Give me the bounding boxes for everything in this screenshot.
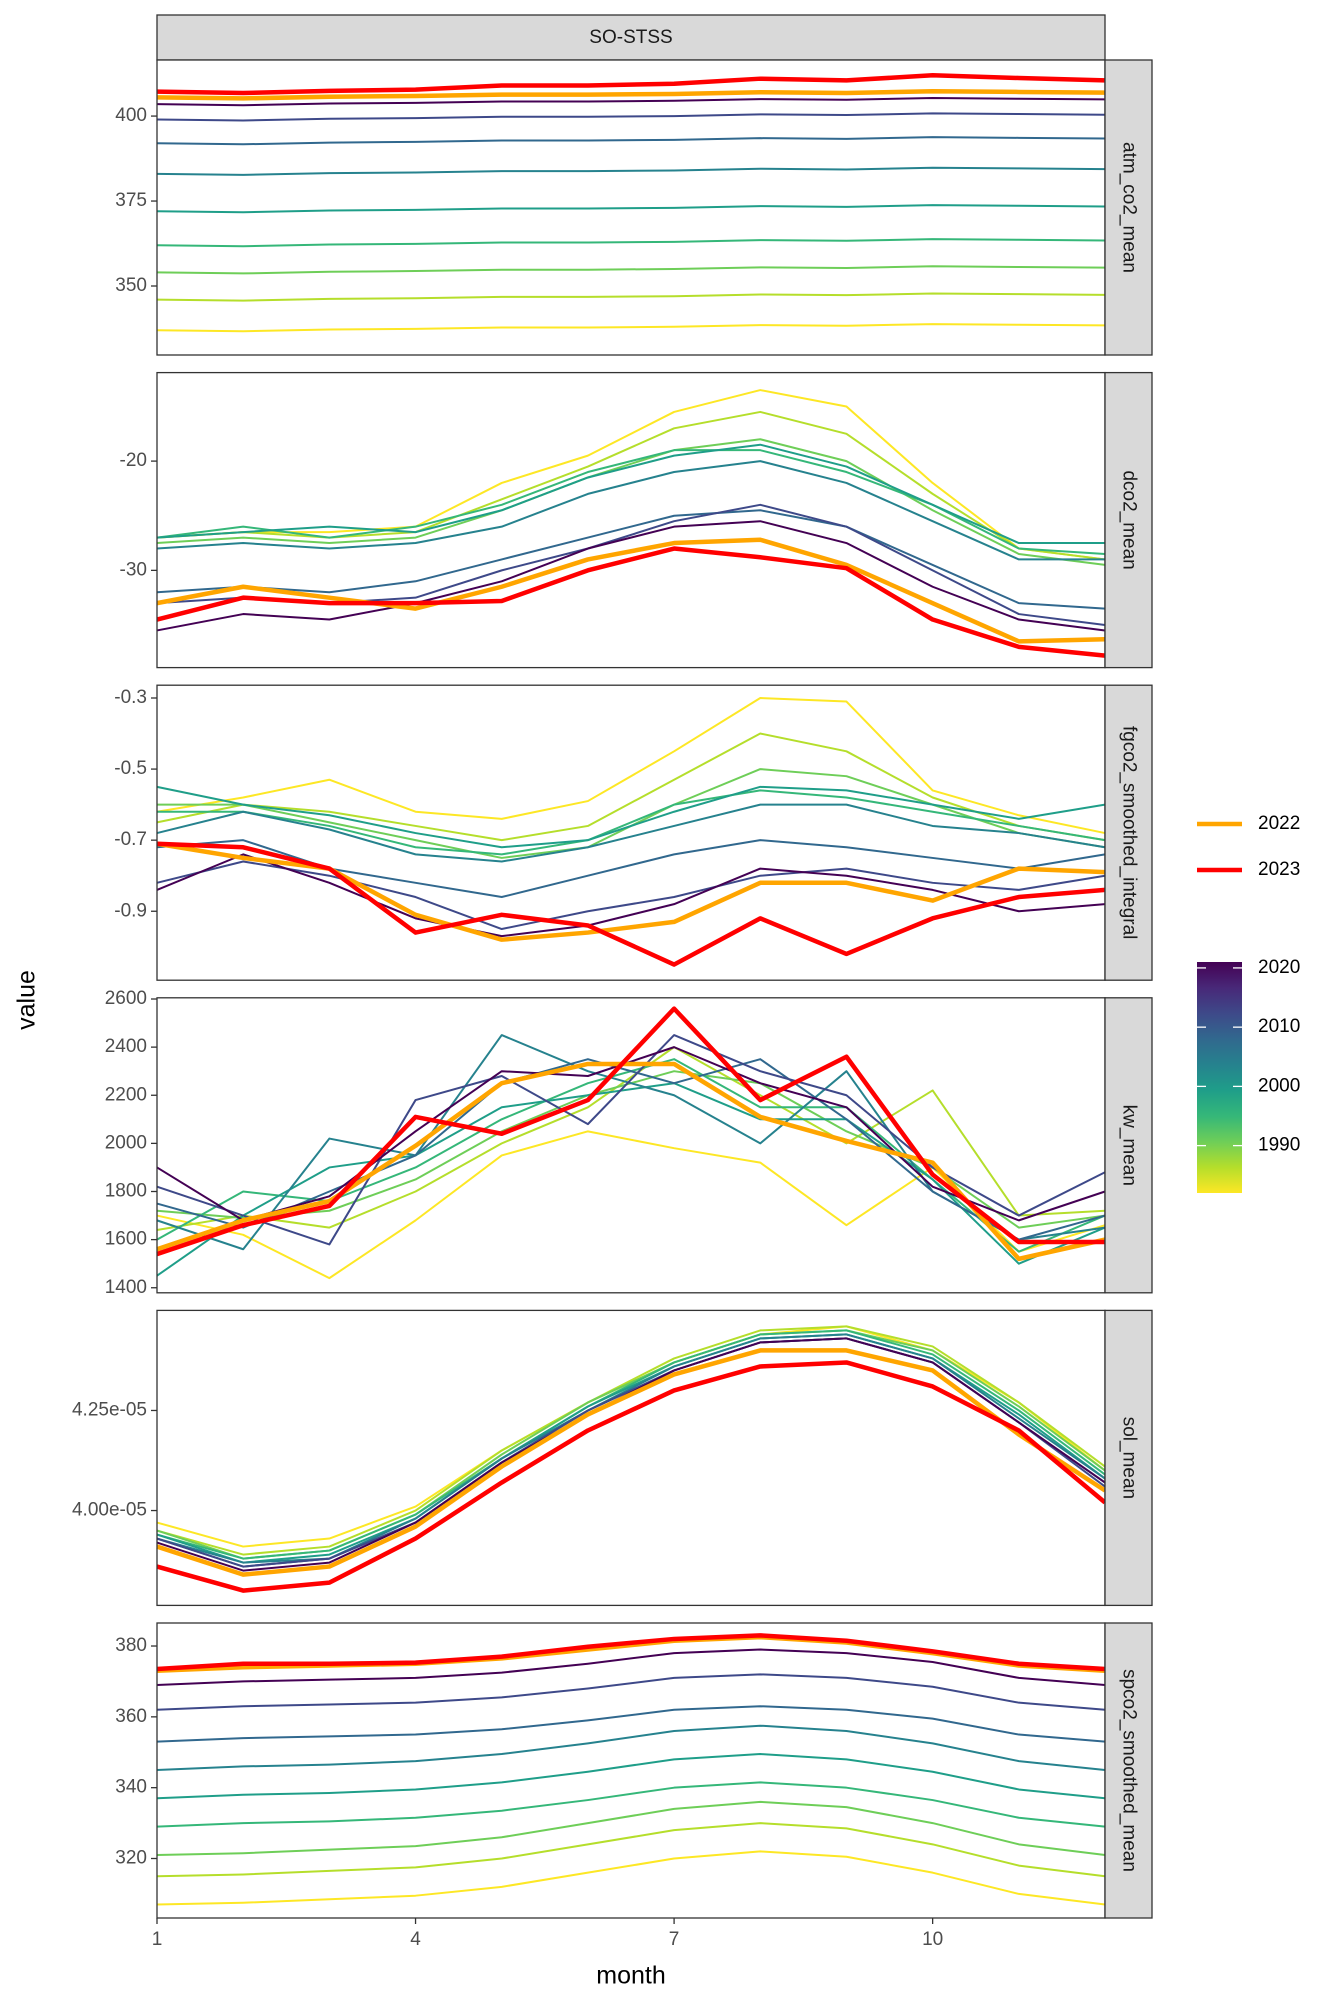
data-line — [156, 1705, 1106, 1743]
y-tick-label: -20 — [120, 450, 147, 471]
colorbar-label: 2010 — [1258, 1016, 1300, 1037]
data-line — [156, 136, 1106, 146]
panel-label: fgco2_smoothed_integral — [1118, 726, 1139, 939]
data-line — [156, 1648, 1106, 1686]
data-line — [156, 546, 1106, 658]
y-tick-label: 320 — [115, 1848, 147, 1869]
x-axis-title: month — [596, 1962, 665, 1990]
panel-background — [157, 685, 1105, 981]
data-line — [156, 803, 1106, 863]
y-tick-label: 360 — [115, 1706, 147, 1727]
strip-top — [156, 14, 1106, 61]
strip-right — [1104, 997, 1153, 1294]
legend-label: 2022 — [1258, 813, 1300, 834]
data-line — [156, 292, 1106, 302]
data-line — [156, 841, 1106, 967]
data-line — [156, 1673, 1106, 1711]
y-tick-label: 1400 — [105, 1277, 147, 1298]
data-line — [156, 1329, 1106, 1560]
data-line — [156, 323, 1106, 333]
data-line — [156, 73, 1106, 96]
data-line — [156, 1781, 1106, 1828]
data-line — [156, 443, 1105, 545]
data-line — [157, 789, 1106, 856]
panel-background — [157, 997, 1105, 1293]
y-tick-label: 4.00e-05 — [72, 1500, 147, 1521]
chart-title: SO-STSS — [589, 27, 672, 48]
y-tick-label: 340 — [115, 1777, 147, 1798]
x-tick-label: 7 — [669, 1929, 680, 1950]
data-line — [156, 1348, 1107, 1577]
legend-label: 2023 — [1258, 859, 1300, 880]
data-line — [156, 438, 1106, 566]
y-tick-label: 2200 — [105, 1084, 147, 1105]
data-line — [156, 89, 1106, 101]
data-line — [156, 166, 1106, 176]
panel-label: spco2_smoothed_mean — [1118, 1669, 1139, 1872]
data-line — [156, 1850, 1106, 1906]
y-tick-label: 1800 — [105, 1181, 147, 1202]
y-tick-label: 2600 — [105, 988, 147, 1009]
data-line — [156, 697, 1106, 835]
y-tick-label: -30 — [120, 559, 147, 580]
data-line — [156, 860, 1106, 931]
data-line — [156, 460, 1105, 561]
strip-right — [1104, 1309, 1153, 1607]
data-line — [156, 1058, 1106, 1241]
data-line — [156, 1006, 1105, 1257]
y-tick-label: 4.25e-05 — [72, 1399, 147, 1420]
x-tick-label: 10 — [922, 1929, 943, 1950]
y-tick-label: 1600 — [105, 1229, 147, 1250]
data-line — [156, 389, 1106, 561]
data-line — [156, 238, 1106, 248]
data-line — [156, 785, 1106, 849]
data-line — [156, 112, 1106, 122]
strip-right — [1104, 684, 1153, 981]
y-tick-label: -0.7 — [114, 829, 147, 850]
data-line — [156, 1325, 1106, 1556]
colorbar — [1197, 962, 1242, 1193]
data-line — [156, 1633, 1106, 1672]
y-tick-label: 380 — [115, 1635, 147, 1656]
y-tick-label: 400 — [115, 105, 147, 126]
data-line — [156, 1753, 1106, 1800]
y-tick-label: 375 — [115, 190, 147, 211]
panel-background — [157, 1623, 1105, 1918]
data-line — [156, 509, 1106, 610]
panel-label: sol_mean — [1118, 1417, 1139, 1499]
panel-label: dco2_mean — [1118, 470, 1139, 569]
data-line — [156, 1046, 1106, 1222]
y-tick-label: 2000 — [105, 1132, 147, 1153]
strip-right — [1104, 371, 1153, 669]
y-tick-label: -0.5 — [114, 758, 147, 779]
data-line — [156, 265, 1106, 275]
data-line — [156, 1082, 1106, 1277]
y-tick-label: 2400 — [105, 1036, 147, 1057]
colorbar-label: 2000 — [1258, 1075, 1300, 1096]
data-line — [156, 537, 1106, 644]
x-tick-label: 4 — [410, 1929, 421, 1950]
y-tick-label: -0.9 — [114, 900, 147, 921]
strip-right — [1104, 1622, 1153, 1919]
y-axis-title: value — [13, 970, 41, 1030]
data-line — [156, 520, 1106, 632]
y-tick-label: 350 — [115, 275, 147, 296]
strip-right — [1104, 59, 1153, 356]
colorbar-label: 1990 — [1258, 1135, 1300, 1156]
data-line — [156, 1046, 1106, 1231]
panel-label: kw_mean — [1118, 1105, 1139, 1186]
data-line — [156, 1360, 1107, 1593]
panel-label: atm_co2_mean — [1118, 142, 1139, 273]
data-line — [156, 1061, 1106, 1262]
y-tick-label: -0.3 — [114, 687, 147, 708]
data-line — [156, 97, 1106, 107]
x-tick-label: 1 — [152, 1929, 163, 1950]
data-line — [156, 1724, 1106, 1771]
data-line — [156, 1800, 1106, 1856]
data-line — [156, 204, 1106, 214]
colorbar-label: 2020 — [1258, 957, 1300, 978]
data-line — [156, 1822, 1106, 1878]
data-line — [156, 732, 1106, 842]
